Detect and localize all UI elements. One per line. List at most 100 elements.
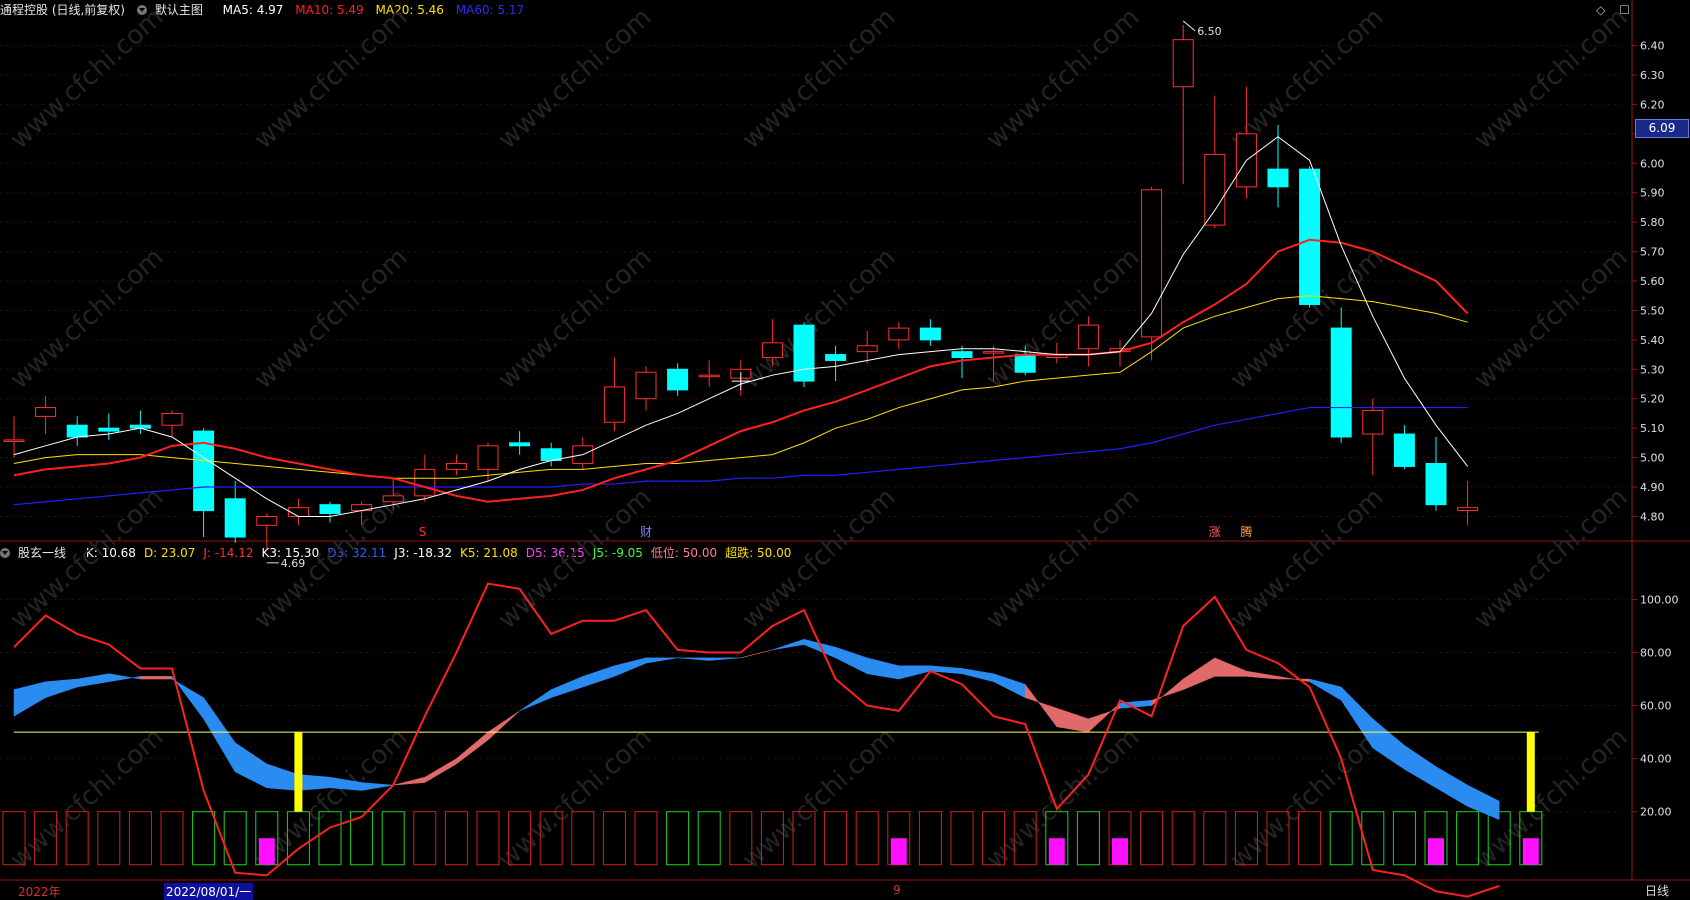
candle-body <box>951 351 973 359</box>
candle <box>224 481 246 543</box>
kd-ribbon-segment <box>1088 702 1121 733</box>
kd-ribbon-segment <box>1246 670 1279 680</box>
signal-box <box>760 811 784 866</box>
candle <box>414 454 436 502</box>
chart-name: 默认主图 <box>154 3 203 17</box>
y-tick-label: 60.00 <box>1640 700 1672 713</box>
kd-ribbon-segment <box>45 678 78 698</box>
y-tick-label: 6.40 <box>1640 40 1665 53</box>
j-line <box>13 582 1500 898</box>
indicator-value-4: D3: 32.11 <box>327 546 387 560</box>
indicator-value-5: J3: -18.32 <box>394 546 453 560</box>
signal-box <box>160 811 184 866</box>
kd-ribbon-segment <box>1277 676 1310 683</box>
square-icon[interactable]: ☐ <box>1619 3 1630 17</box>
magenta-bar <box>1428 838 1444 865</box>
kd-ribbon-segment <box>993 673 1026 699</box>
candle-body <box>603 386 625 423</box>
candle-body <box>161 412 183 426</box>
x-label-mark: 9 <box>893 883 901 897</box>
ma60-line <box>13 406 1468 506</box>
watermark-text: www.cfchi.com <box>981 482 1146 635</box>
dropdown-icon[interactable] <box>136 5 147 15</box>
candle-body <box>825 354 847 361</box>
ma20-line <box>13 295 1468 479</box>
watermark-text: www.cfchi.com <box>1469 2 1634 155</box>
chart-selector[interactable]: 默认主图 <box>136 3 211 17</box>
candle-body <box>1267 168 1289 188</box>
candle <box>856 331 878 364</box>
candle-body <box>382 495 404 503</box>
indicator-selector[interactable]: 股玄一线 <box>0 546 74 560</box>
candle-body <box>1172 39 1194 88</box>
kd-ribbon-segment <box>424 758 457 783</box>
candle <box>3 416 25 458</box>
signal-box <box>318 811 342 866</box>
y-tick-label: 100.00 <box>1640 593 1679 606</box>
kd-ribbon-segment <box>1467 784 1500 821</box>
candle-body <box>193 430 215 512</box>
y-tick-label: 5.10 <box>1640 422 1665 435</box>
kd-ribbon-segment <box>234 742 268 789</box>
candle-body <box>1362 410 1384 435</box>
signal-box <box>950 811 974 866</box>
candle-body <box>856 345 878 353</box>
kd-ribbon-segment <box>772 638 805 651</box>
candle <box>888 322 910 349</box>
watermark-text: www.cfchi.com <box>1469 482 1634 635</box>
magenta-bar <box>1522 838 1539 865</box>
x-label-year: 2022年 <box>18 885 61 899</box>
candle-body <box>319 504 341 515</box>
candle <box>1204 95 1226 229</box>
y-tick-label: 80.00 <box>1640 647 1672 660</box>
watermark-text: www.cfchi.com <box>493 482 658 635</box>
period-label[interactable]: 日线 <box>1645 884 1670 898</box>
y-tick-label: 5.90 <box>1640 187 1665 200</box>
y-tick-label: 5.80 <box>1640 216 1665 229</box>
signal-box <box>982 811 1006 866</box>
marker-zhang: 涨 <box>1209 524 1221 539</box>
indicator-values: K: 10.68 D: 23.07 J: -14.12 K3: 15.30 D3: 32… <box>86 546 800 560</box>
candle <box>667 363 689 396</box>
candle <box>1299 166 1321 308</box>
signal-box <box>1140 811 1164 866</box>
kd-ribbon-segment <box>13 681 46 717</box>
signal-box <box>2 811 26 866</box>
candle-body <box>98 427 120 432</box>
kd-ribbon-segment <box>1404 744 1437 789</box>
candle-body <box>1077 324 1099 350</box>
marker-cai: 财 <box>640 525 652 539</box>
kd-ribbon-segment <box>645 657 678 664</box>
kd-ribbon-segment <box>740 649 773 659</box>
indicator-value-2: J: -14.12 <box>203 546 254 560</box>
dropdown-icon[interactable] <box>0 548 10 558</box>
stock-title[interactable]: 通程控股 (日线,前复权) <box>0 3 125 17</box>
candle-body <box>35 407 57 417</box>
kd-ribbon-segment <box>108 673 141 683</box>
candle-body <box>698 374 720 378</box>
indicator-value-1: D: 23.07 <box>143 546 196 560</box>
diamond-icon[interactable]: ◇ <box>1596 3 1606 17</box>
kd-ribbon-segment <box>76 673 110 688</box>
ma5-line <box>13 136 1468 517</box>
kd-ribbon-segment <box>519 689 552 712</box>
indicator-value-7: D5: 36.15 <box>525 546 585 560</box>
candle <box>1393 425 1415 470</box>
indicator-value-0: K: 10.68 <box>85 546 136 560</box>
watermark-text: www.cfchi.com <box>5 482 170 635</box>
y-tick-label: 5.40 <box>1640 334 1665 347</box>
magenta-bar <box>258 838 275 865</box>
candle <box>445 454 467 476</box>
candle-body <box>509 442 531 447</box>
marker-s: S <box>419 525 427 539</box>
candle-body <box>3 439 25 442</box>
watermark-text: www.cfchi.com <box>737 2 902 155</box>
kd-ribbon-segment <box>866 657 900 680</box>
signal-box <box>381 811 405 866</box>
signal-box <box>192 811 216 866</box>
candle <box>66 416 88 446</box>
y-tick-label: 6.20 <box>1640 98 1665 111</box>
ma10-line <box>13 238 1469 503</box>
main-chart-header: 通程控股 (日线,前复权) 默认主图 MA5: 4.97 MA10: 5.49 … <box>0 0 532 20</box>
